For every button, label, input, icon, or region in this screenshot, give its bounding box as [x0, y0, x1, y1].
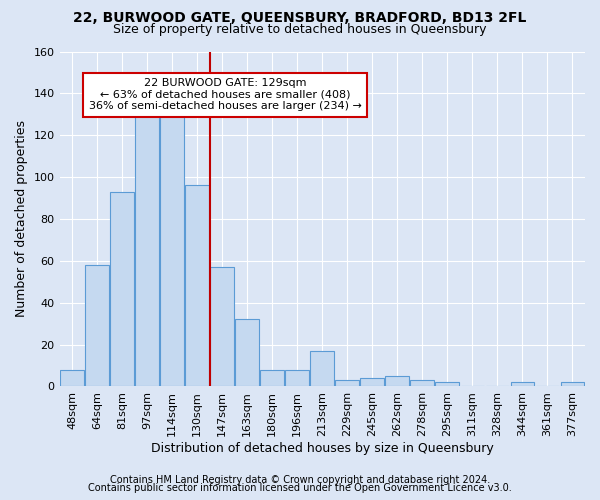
Text: Size of property relative to detached houses in Queensbury: Size of property relative to detached ho…: [113, 22, 487, 36]
Bar: [110, 192, 134, 386]
Y-axis label: Number of detached properties: Number of detached properties: [15, 120, 28, 318]
Bar: [235, 320, 259, 386]
Bar: [185, 186, 209, 386]
Bar: [85, 265, 109, 386]
Text: 22 BURWOOD GATE: 129sqm
← 63% of detached houses are smaller (408)
36% of semi-d: 22 BURWOOD GATE: 129sqm ← 63% of detache…: [89, 78, 361, 112]
Text: Contains HM Land Registry data © Crown copyright and database right 2024.: Contains HM Land Registry data © Crown c…: [110, 475, 490, 485]
Bar: [260, 370, 284, 386]
Bar: [511, 382, 535, 386]
Bar: [436, 382, 459, 386]
X-axis label: Distribution of detached houses by size in Queensbury: Distribution of detached houses by size …: [151, 442, 494, 455]
Bar: [335, 380, 359, 386]
Bar: [160, 112, 184, 386]
Text: Contains public sector information licensed under the Open Government Licence v3: Contains public sector information licen…: [88, 483, 512, 493]
Bar: [410, 380, 434, 386]
Bar: [135, 114, 159, 386]
Bar: [361, 378, 384, 386]
Bar: [385, 376, 409, 386]
Bar: [560, 382, 584, 386]
Bar: [60, 370, 84, 386]
Bar: [310, 351, 334, 386]
Bar: [286, 370, 309, 386]
Text: 22, BURWOOD GATE, QUEENSBURY, BRADFORD, BD13 2FL: 22, BURWOOD GATE, QUEENSBURY, BRADFORD, …: [73, 11, 527, 25]
Bar: [210, 267, 234, 386]
